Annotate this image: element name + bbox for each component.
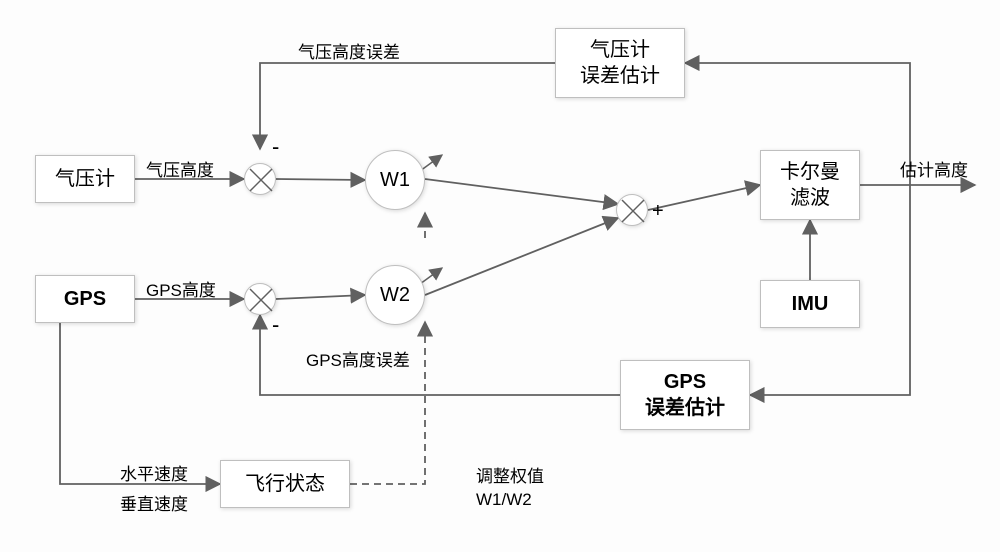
label-gps-altitude-error: GPS高度误差: [306, 346, 410, 371]
box-gps-error-est: GPS 误差估计: [620, 360, 750, 430]
weight-w1: W1: [365, 150, 425, 210]
label-baro-altitude-error: 气压高度误差: [298, 38, 400, 63]
label-gps-altitude: GPS高度: [146, 276, 216, 301]
summer-2: [244, 283, 276, 315]
box-gps-label: GPS: [64, 286, 106, 312]
weight-w2: W2: [365, 265, 425, 325]
summer-1: [244, 163, 276, 195]
box-flight-state: 飞行状态: [220, 460, 350, 508]
label-adjust-weights: 调整权值: [476, 462, 544, 487]
box-gps-error-est-label: GPS 误差估计: [645, 369, 725, 421]
sign-s1-minus: -: [272, 134, 279, 160]
weight-w1-label: W1: [380, 169, 410, 192]
box-imu-label: IMU: [792, 291, 829, 317]
label-estimated-altitude: 估计高度: [900, 156, 968, 181]
label-baro-altitude: 气压高度: [146, 156, 214, 181]
weight-w2-label: W2: [380, 284, 410, 307]
sign-s3-plus: +: [652, 200, 664, 223]
box-baro-error-est-label: 气压计 误差估计: [580, 37, 660, 89]
label-vertical-velocity: 垂直速度: [120, 490, 188, 515]
sign-s2-minus: -: [272, 312, 279, 338]
box-baro-error-est: 气压计 误差估计: [555, 28, 685, 98]
label-adjust-weights-ratio: W1/W2: [476, 490, 532, 510]
box-flight-state-label: 飞行状态: [245, 471, 325, 497]
box-gps: GPS: [35, 275, 135, 323]
box-imu: IMU: [760, 280, 860, 328]
box-kalman-label: 卡尔曼 滤波: [780, 159, 840, 211]
label-horizontal-velocity: 水平速度: [120, 460, 188, 485]
box-barometer-label: 气压计: [55, 166, 115, 192]
box-barometer: 气压计: [35, 155, 135, 203]
summer-3: [616, 194, 648, 226]
box-kalman: 卡尔曼 滤波: [760, 150, 860, 220]
